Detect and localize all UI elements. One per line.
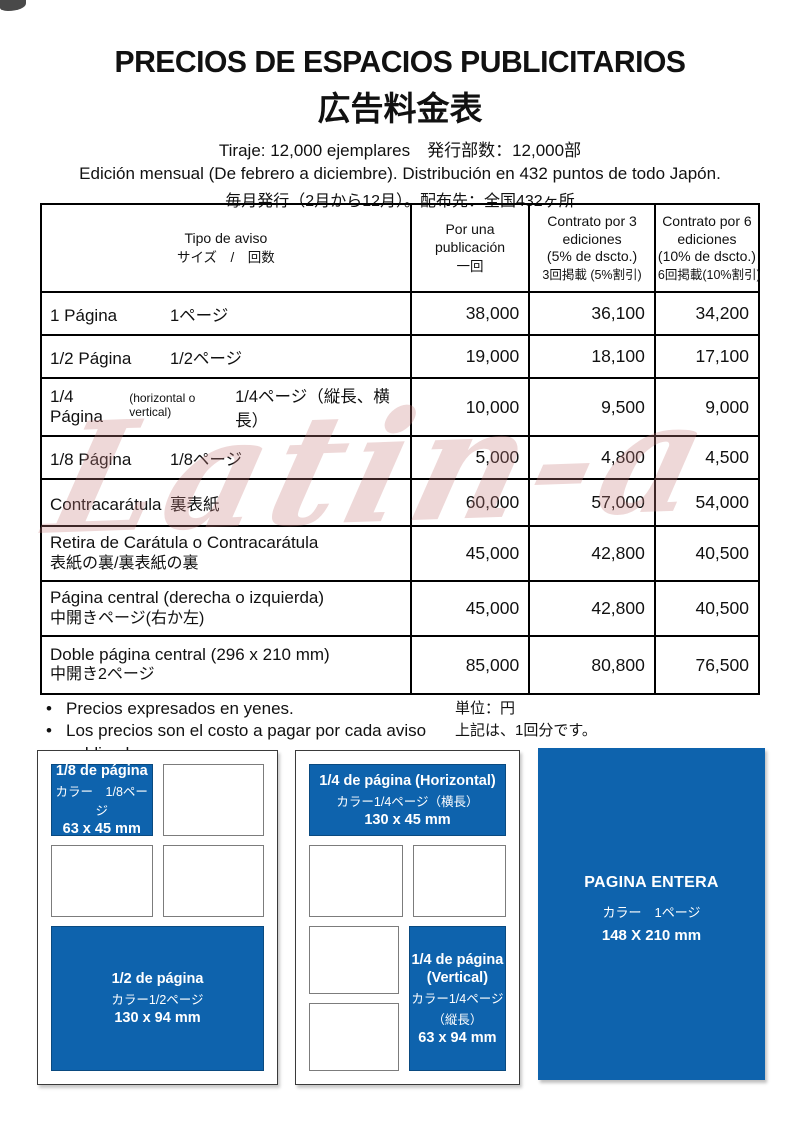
table-row-1-pagina: 1 Página 1ページ 38,000 36,100 34,200: [40, 291, 761, 336]
price-3ed: 9,500: [528, 377, 656, 437]
row-label-ja: 1/8ページ: [170, 450, 243, 469]
price-single: 5,000: [409, 435, 531, 480]
page-title-japanese: 広告料金表: [317, 90, 483, 127]
ad-box-quarter-vertical: 1/4 de página (Vertical) カラー1/4ページ （縦長） …: [408, 926, 506, 1071]
row-label-es: Doble página central (296 x 210 mm): [50, 644, 330, 664]
empty-ad-slot: [309, 845, 403, 917]
row-label-ja: 中開きページ(右か左): [50, 609, 205, 627]
table-row-half-pagina: 1/2 Página 1/2ページ 19,000 18,100 17,100: [40, 334, 761, 379]
price-table: Tipo de aviso サイズ / 回数 Por una publicaci…: [40, 203, 761, 695]
row-label-es: Página central (derecha o izquierda): [50, 588, 325, 608]
price-single: 19,000: [409, 334, 531, 379]
table-row-eighth-pagina: 1/8 Página 1/8ページ 5,000 4,800 4,500: [40, 435, 761, 480]
table-row-doble-central: Doble página central (296 x 210 mm) 中開き2…: [40, 635, 761, 695]
note-per-ad-ja: 上記は、1回分です。: [455, 722, 597, 740]
document-header: PRECIOS DE ESPACIOS PUBLICITARIOS 広告料金表 …: [0, 44, 800, 211]
row-label-ja: 中開き2ページ: [50, 666, 155, 684]
ad-box-eighth: 1/8 de página カラー 1/8ページ 63 x 45 mm: [51, 763, 153, 837]
price-single: 45,000: [409, 580, 531, 637]
price-6ed: 54,000: [653, 478, 761, 527]
price-6ed: 40,500: [653, 525, 761, 582]
row-label-ja: 1ページ: [170, 306, 229, 325]
price-single: 60,000: [409, 478, 531, 527]
empty-ad-slot: [162, 845, 264, 917]
price-3ed: 18,100: [528, 334, 656, 379]
empty-ad-slot: [309, 926, 399, 994]
price-single: 85,000: [409, 635, 531, 695]
row-label-es: Contracarátula: [50, 494, 162, 514]
print-run-line: Tiraje: 12,000 ejemplares 発行部数：12,000部: [218, 141, 582, 160]
price-single: 10,000: [409, 377, 531, 437]
page-title: PRECIOS DE ESPACIOS PUBLICITARIOS: [114, 44, 686, 79]
price-6ed: 34,200: [653, 291, 761, 336]
edition-line: Edición mensual (De febrero a diciembre)…: [79, 164, 721, 183]
header-ad-type: Tipo de aviso サイズ / 回数: [40, 203, 412, 293]
table-row-quarter-pagina: 1/4 Página (horizontal o vertical) 1/4ペー…: [40, 377, 761, 437]
row-label-note: (horizontal o vertical): [129, 391, 196, 419]
price-6ed: 40,500: [653, 580, 761, 637]
price-6ed: 76,500: [653, 635, 761, 695]
footnotes: Precios expresados en yenes. 単位：円 Los pr…: [40, 698, 760, 765]
row-label-ja: 裏表紙: [170, 495, 220, 514]
row-label-es: 1/4 Página: [50, 387, 103, 426]
price-3ed: 36,100: [528, 291, 656, 336]
table-header-row: Tipo de aviso サイズ / 回数 Por una publicaci…: [40, 203, 761, 293]
price-3ed: 42,800: [528, 580, 656, 637]
scan-smudge: [0, 0, 26, 11]
note-currency-ja: 単位：円: [455, 700, 516, 717]
price-6ed: 17,100: [653, 334, 761, 379]
header-single-run: Por una publicación 一回: [409, 203, 531, 293]
price-3ed: 80,800: [528, 635, 656, 695]
row-label-es: 1/8 Página: [50, 449, 132, 469]
empty-ad-slot: [412, 845, 506, 917]
ad-box-full-page: PAGINA ENTERA カラー 1ページ 148 X 210 mm: [538, 748, 765, 1080]
price-6ed: 9,000: [653, 377, 761, 437]
row-label-es: 1 Página: [50, 305, 118, 325]
table-row-contracaratula: Contracarátula 裏表紙 60,000 57,000 54,000: [40, 478, 761, 527]
page-mockup-left: 1/8 de página カラー 1/8ページ 63 x 45 mm 1/2 …: [37, 750, 278, 1085]
note-currency: Precios expresados en yenes.: [40, 698, 455, 721]
header-3-editions: Contrato por 3 ediciones (5% de dscto.) …: [528, 203, 656, 293]
header-6-editions: Contrato por 6 ediciones (10% de dscto.)…: [653, 203, 761, 293]
table-row-retira: Retira de Carátula o Contracarátula 表紙の裏…: [40, 525, 761, 582]
ad-box-quarter-horizontal: 1/4 de página (Horizontal) カラー1/4ページ（横長）…: [309, 764, 506, 836]
empty-ad-slot: [51, 845, 153, 917]
empty-ad-slot: [162, 764, 264, 836]
price-3ed: 42,800: [528, 525, 656, 582]
ad-box-half: 1/2 de página カラー1/2ページ 130 x 94 mm: [51, 926, 264, 1071]
row-label-es: 1/2 Página: [50, 348, 132, 368]
row-label-ja: 1/4ページ（縦長、横長）: [235, 388, 390, 430]
table-row-pagina-central: Página central (derecha o izquierda) 中開き…: [40, 580, 761, 637]
price-3ed: 4,800: [528, 435, 656, 480]
row-label-es: Retira de Carátula o Contracarátula: [50, 533, 319, 553]
empty-ad-slot: [309, 1003, 399, 1071]
price-single: 45,000: [409, 525, 531, 582]
price-6ed: 4,500: [653, 435, 761, 480]
page-mockup-middle: 1/4 de página (Horizontal) カラー1/4ページ（横長）…: [295, 750, 520, 1085]
price-3ed: 57,000: [528, 478, 656, 527]
row-label-ja: 1/2ページ: [170, 349, 243, 368]
row-label-ja: 表紙の裏/裏表紙の裏: [50, 554, 199, 572]
price-single: 38,000: [409, 291, 531, 336]
